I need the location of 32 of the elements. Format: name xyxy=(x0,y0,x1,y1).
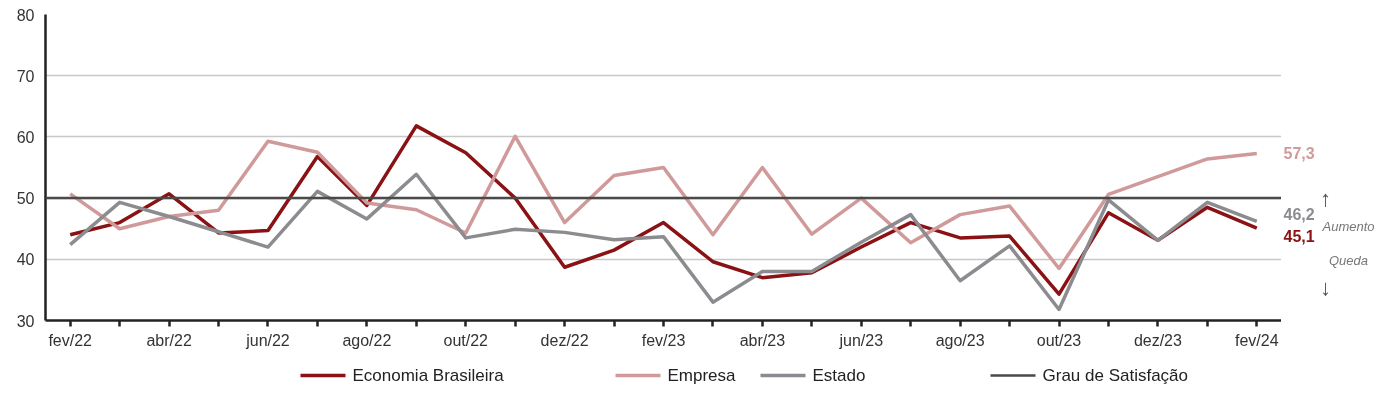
x-tick-label: fev/22 xyxy=(48,331,93,349)
x-tick-label: dez/23 xyxy=(1133,331,1183,349)
x-tick-label: ago/23 xyxy=(935,331,985,349)
legend-label: Grau de Satisfação xyxy=(1042,366,1189,385)
line-series xyxy=(68,134,1259,271)
x-tick-label: jun/23 xyxy=(838,331,884,349)
y-tick-label: 60 xyxy=(16,128,35,146)
x-tick-label: abr/23 xyxy=(739,331,786,349)
x-tick-label: abr/22 xyxy=(146,331,192,349)
x-tick-label: jun/22 xyxy=(245,331,290,349)
x-tick-label: out/22 xyxy=(443,331,489,349)
data-label: 57,3 xyxy=(1283,145,1315,163)
y-tick-label: 40 xyxy=(16,251,35,269)
text: ↑ xyxy=(1320,185,1331,211)
legend-label: Empresa xyxy=(667,366,737,385)
y-tick-label: 80 xyxy=(16,6,35,24)
line-series xyxy=(68,172,1259,312)
x-tick-label: out/23 xyxy=(1036,331,1082,349)
legend-label: Economia Brasileira xyxy=(352,366,505,385)
text: Aumento xyxy=(1321,218,1375,234)
legend-label: Estado xyxy=(812,366,866,385)
data-label: 46,2 xyxy=(1283,205,1315,223)
text: Queda xyxy=(1328,253,1369,269)
y-tick-label: 70 xyxy=(16,67,35,85)
x-tick-label: fev/24 xyxy=(1234,331,1279,349)
data-label: 45,1 xyxy=(1283,227,1315,245)
x-tick-label: dez/22 xyxy=(540,331,589,349)
x-tick-label: fev/23 xyxy=(641,331,686,349)
y-tick-label: 50 xyxy=(16,190,35,208)
text: ↓ xyxy=(1320,274,1331,300)
x-tick-label: ago/22 xyxy=(342,331,392,349)
y-tick-label: 30 xyxy=(16,312,35,330)
